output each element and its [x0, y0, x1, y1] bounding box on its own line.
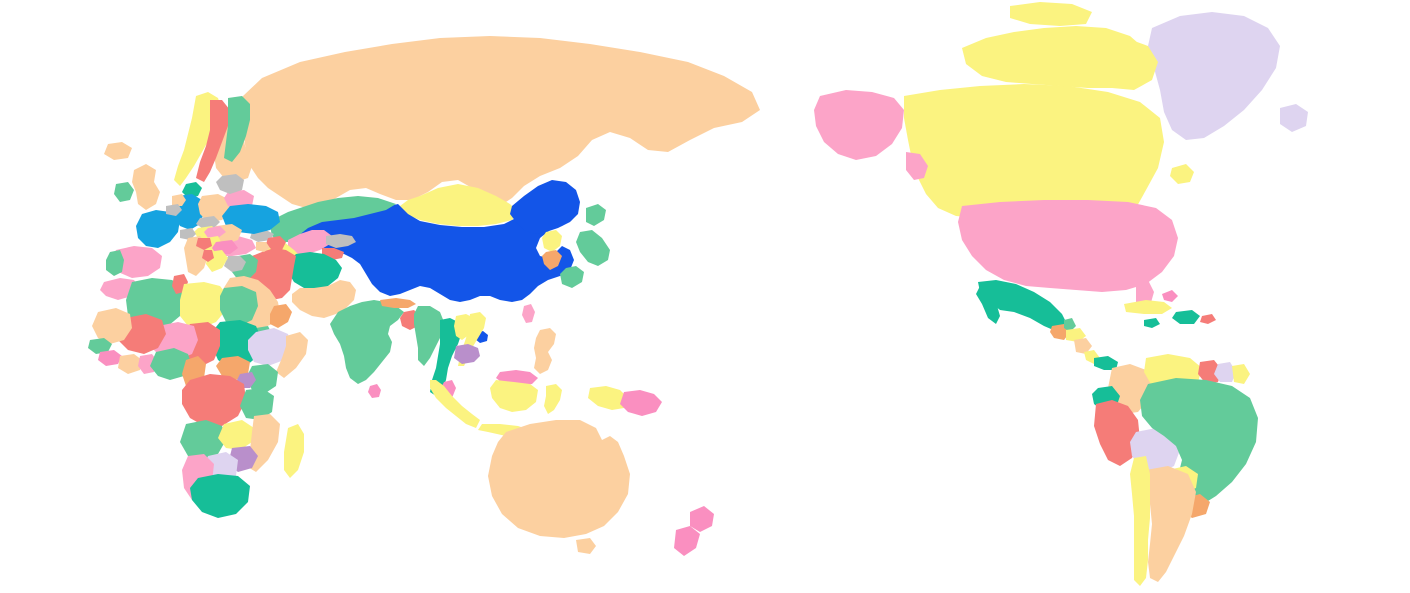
country-china-northeast [510, 180, 580, 234]
country-chile [1130, 456, 1150, 586]
country-indonesia-sumatra [430, 380, 480, 428]
country-croatia [196, 238, 212, 250]
country-uzbekistan [288, 230, 332, 254]
country-finland [224, 96, 250, 162]
country-brazil [1140, 378, 1258, 506]
region-tasmania [576, 538, 596, 554]
country-denmark [182, 182, 202, 198]
country-iceland [104, 142, 132, 160]
region-baja-california [976, 286, 1000, 324]
island-baffin [1094, 38, 1158, 90]
country-albania [202, 250, 214, 262]
country-kyrgyzstan [326, 234, 356, 248]
island-newfoundland [1170, 164, 1194, 184]
country-new-zealand-south [674, 526, 700, 556]
country-belgium [166, 204, 182, 216]
country-azerbaijan [266, 236, 286, 250]
country-greenland-east-lobe [1280, 104, 1308, 132]
country-libya [180, 282, 228, 328]
country-alaska [814, 90, 904, 160]
country-switzerland [180, 228, 196, 240]
country-greenland [1148, 12, 1280, 140]
country-ivory-coast [118, 354, 142, 374]
country-indonesia-kalimantan [490, 380, 538, 412]
country-egypt [220, 286, 258, 326]
country-japan [560, 204, 610, 288]
country-panama [1094, 356, 1118, 370]
country-russia [240, 36, 760, 208]
country-mauritania [92, 308, 132, 344]
country-portugal [106, 250, 124, 276]
country-mongolia [400, 184, 518, 226]
island-arctic-north [1010, 2, 1092, 26]
country-united-kingdom [132, 164, 160, 210]
country-cuba [1124, 300, 1172, 314]
country-angola [180, 420, 226, 460]
country-indonesia-sulawesi [544, 384, 562, 414]
country-australia [488, 420, 630, 538]
country-tanzania [240, 388, 274, 420]
country-nicaragua [1074, 338, 1092, 354]
country-south-korea [542, 250, 562, 270]
region-alaska-panhandle [906, 152, 928, 180]
country-armenia [256, 242, 270, 252]
country-poland [198, 194, 230, 222]
country-argentina [1144, 466, 1196, 582]
country-somalia [276, 332, 308, 378]
country-canada [904, 84, 1164, 218]
country-madagascar [284, 424, 304, 478]
country-sri-lanka [368, 384, 381, 398]
country-french-guiana [1232, 364, 1250, 384]
country-papua-new-guinea [620, 390, 662, 416]
country-myanmar [414, 306, 444, 366]
country-nigeria [150, 348, 192, 380]
country-hungary [204, 226, 226, 238]
country-indonesia-papua [588, 386, 628, 410]
country-czechia [196, 216, 220, 228]
country-guyana [1198, 360, 1222, 384]
country-south-africa [190, 474, 250, 518]
country-peru [1094, 400, 1140, 466]
country-taiwan [522, 304, 535, 323]
country-philippines [534, 328, 556, 374]
island-hispaniola [1172, 310, 1200, 324]
country-sudan [212, 320, 262, 368]
country-spain [110, 246, 162, 278]
island-jamaica [1144, 318, 1160, 328]
country-ukraine [222, 204, 280, 234]
island-bahamas [1162, 290, 1178, 302]
country-suriname [1214, 362, 1236, 382]
island-victoria [1000, 50, 1048, 78]
country-guinea [98, 350, 122, 366]
country-senegal [88, 338, 112, 354]
country-mexico [978, 280, 1068, 332]
country-netherlands [172, 194, 186, 206]
country-united-states [958, 200, 1178, 292]
country-france [136, 210, 180, 248]
country-thailand [430, 318, 462, 396]
country-india [330, 300, 404, 384]
country-syria [224, 256, 246, 272]
country-baltic-states [216, 174, 244, 194]
country-kazakhstan [270, 196, 396, 242]
country-china [298, 186, 576, 302]
country-ethiopia [248, 328, 292, 366]
country-nepal [380, 298, 416, 308]
country-dr-congo [182, 374, 246, 426]
country-new-zealand-north [690, 506, 714, 532]
country-belize [1064, 318, 1076, 332]
country-pakistan [292, 280, 356, 318]
country-sweden [196, 100, 230, 182]
country-cambodia [454, 344, 480, 364]
country-afghanistan [288, 252, 342, 290]
country-honduras [1066, 328, 1086, 342]
country-zambia [218, 420, 254, 450]
country-ireland [114, 182, 134, 202]
country-kenya [246, 364, 278, 394]
country-oman [270, 304, 292, 328]
country-north-korea [542, 230, 562, 252]
island-puerto-rico [1200, 314, 1216, 324]
